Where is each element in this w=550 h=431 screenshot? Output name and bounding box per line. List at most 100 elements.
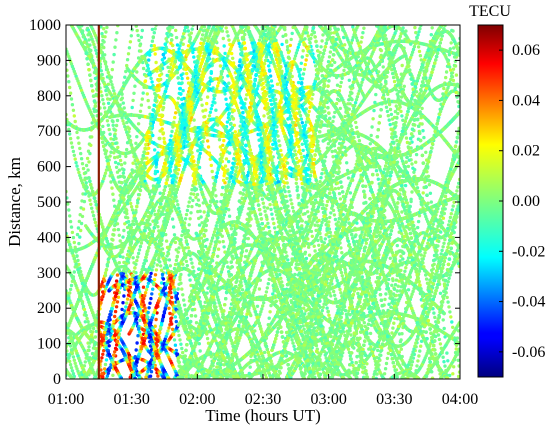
track-point [162,136,166,141]
track-point [426,241,430,245]
track-point [70,145,75,149]
track-point [131,98,135,103]
track-point [76,136,80,140]
track-point [123,75,127,79]
track-point [227,180,231,184]
track-point [336,186,341,190]
track-point [327,191,332,196]
track-point [89,48,93,53]
track-point [446,300,450,304]
track-point [385,109,390,114]
track-point [103,171,108,175]
track-point [451,29,455,33]
track-point [297,124,302,128]
track-point [301,148,305,153]
track-point [189,211,193,215]
track-point [376,348,380,353]
track-point [423,251,427,255]
track-point [325,199,330,204]
track-point [191,198,195,203]
track-point [187,223,191,227]
track-point [422,254,426,258]
track-point [105,119,110,123]
track-point [80,162,85,166]
track-point [121,301,125,305]
track-point [434,250,438,254]
track-point [361,31,365,35]
track-point [67,80,71,84]
track-point [190,204,194,209]
track-point [88,43,92,47]
track-point [450,320,454,324]
track-point [347,98,351,102]
track-point [269,303,273,308]
track-point [175,199,179,203]
track-point [329,211,333,215]
track-point [424,247,428,252]
track-point [313,223,317,227]
track-point [167,326,171,330]
track-point [139,35,144,39]
track-point [383,367,388,371]
track-point [84,181,88,185]
track-point [449,315,453,319]
track-point [414,30,418,35]
track-point [285,45,290,49]
track-point [94,224,99,228]
track-point [89,202,93,206]
track-point [351,80,356,84]
track-point [448,47,452,51]
track-point [133,84,137,88]
track-point [110,186,114,190]
track-point [266,192,270,197]
track-point [154,317,158,322]
track-point [74,161,78,165]
track-point [72,114,77,118]
track-point [300,142,304,146]
track-point [415,338,419,342]
track-point [71,235,76,240]
track-point [452,46,456,50]
track-point [153,324,157,328]
track-point [447,305,451,309]
track-point [156,374,160,378]
track-point [181,246,185,250]
track-point [335,176,339,180]
track-point [258,172,262,176]
track-point [125,147,129,152]
track-point [125,58,130,62]
track-point [77,141,81,145]
track-point [387,118,391,122]
track-point [431,267,435,271]
track-point [132,91,136,96]
track-point [454,140,459,144]
track-point [406,256,411,260]
track-point [362,321,366,325]
track-point [322,241,326,245]
track-point [404,266,408,270]
track-point [288,194,292,198]
track-point [432,262,436,266]
track-point [225,120,230,124]
track-point [331,155,335,159]
track-point [122,294,126,298]
track-point [455,135,459,139]
track-point [195,192,200,197]
track-point [123,161,127,165]
track-point [67,208,71,212]
track-point [176,287,180,291]
track-point [442,211,446,216]
track-point [194,321,199,325]
track-point [231,161,235,165]
track-point [78,146,82,151]
track-point [419,58,423,62]
track-point [386,351,390,355]
track-point [286,185,290,189]
track-point [91,213,96,218]
track-point [114,123,119,128]
track-point [68,132,72,136]
track-point [222,138,226,143]
track-point [448,310,452,314]
track-point [218,145,223,149]
